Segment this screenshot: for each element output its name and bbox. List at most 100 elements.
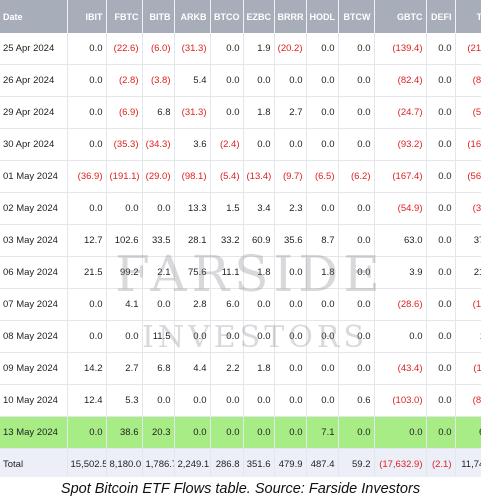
column-header-total: Total bbox=[455, 0, 481, 33]
table-row: 08 May 2024 0.0 0.0 11.5 0.0 0.0 0.0 0.0 0.0 0.0 0… bbox=[0, 320, 481, 353]
cell-arkb: (31.3) bbox=[174, 33, 211, 65]
cell-arkb: 0.0 bbox=[174, 320, 211, 353]
cell-brrr: 0.0 bbox=[274, 256, 307, 289]
cell-total: (15.7) bbox=[455, 288, 481, 321]
row-label: 13 May 2024 bbox=[0, 416, 68, 449]
column-header-fbtc: FBTC bbox=[106, 0, 143, 33]
cell-fbtc: 4.1 bbox=[106, 288, 143, 321]
cell-arkb: 75.6 bbox=[174, 256, 211, 289]
cell-ezbc: 60.9 bbox=[243, 224, 275, 257]
row-label: Total bbox=[0, 448, 68, 477]
cell-gbtc: 63.0 bbox=[374, 224, 427, 257]
cell-total: 11,748.2 bbox=[455, 448, 481, 477]
cell-bitb: 6.8 bbox=[142, 352, 175, 385]
table-row: 06 May 2024 21.5 99.2 2.1 75.6 11.1 1.8 0.0 1.8 0… bbox=[0, 256, 481, 289]
cell-total: (83.6) bbox=[455, 64, 481, 97]
cell-bitb: 6.8 bbox=[142, 96, 175, 129]
cell-bitb: 11.5 bbox=[142, 320, 175, 353]
cell-arkb: (98.1) bbox=[174, 160, 211, 193]
cell-defi: (2.1) bbox=[426, 448, 456, 477]
cell-btco: 0.0 bbox=[210, 416, 244, 449]
table-row: 10 May 2024 12.4 5.3 0.0 0.0 0.0 0.0 0.0 0.0 0.6(… bbox=[0, 384, 481, 417]
cell-btco: 0.0 bbox=[210, 64, 244, 97]
cell-gbtc: (103.0) bbox=[374, 384, 427, 417]
cell-hodl: 0.0 bbox=[306, 288, 339, 321]
cell-brrr: 0.0 bbox=[274, 384, 307, 417]
cell-btcw: (6.2) bbox=[338, 160, 375, 193]
cell-ezbc: 1.8 bbox=[243, 256, 275, 289]
cell-defi: 0.0 bbox=[426, 224, 456, 257]
cell-hodl: 8.7 bbox=[306, 224, 339, 257]
column-header-brrr: BRRR bbox=[274, 0, 307, 33]
cell-gbtc: (43.4) bbox=[374, 352, 427, 385]
cell-brrr: 2.7 bbox=[274, 96, 307, 129]
cell-gbtc: 3.9 bbox=[374, 256, 427, 289]
cell-btcw: 0.0 bbox=[338, 416, 375, 449]
cell-ibit: 12.7 bbox=[67, 224, 107, 257]
cell-bitb: (34.3) bbox=[142, 128, 175, 161]
cell-bitb: 1,786.7 bbox=[142, 448, 175, 477]
total-row: Total15,502.58,180.01,786.72,249.1286.83… bbox=[0, 448, 481, 477]
cell-btco: 1.5 bbox=[210, 192, 244, 225]
cell-brrr: 0.0 bbox=[274, 352, 307, 385]
cell-bitb: 20.3 bbox=[142, 416, 175, 449]
cell-total: (84.7) bbox=[455, 384, 481, 417]
cell-defi: 0.0 bbox=[426, 64, 456, 97]
cell-defi: 0.0 bbox=[426, 160, 456, 193]
cell-fbtc: 5.3 bbox=[106, 384, 143, 417]
cell-hodl: 0.0 bbox=[306, 96, 339, 129]
cell-ezbc: 1.8 bbox=[243, 352, 275, 385]
column-header-ibit: IBIT bbox=[67, 0, 107, 33]
cell-ibit: 0.0 bbox=[67, 416, 107, 449]
cell-arkb: 2.8 bbox=[174, 288, 211, 321]
cell-fbtc: (191.1) bbox=[106, 160, 143, 193]
row-label: 08 May 2024 bbox=[0, 320, 68, 353]
column-header-btcw: BTCW bbox=[338, 0, 375, 33]
cell-brrr: 35.6 bbox=[274, 224, 307, 257]
cell-arkb: 4.4 bbox=[174, 352, 211, 385]
table-row: 09 May 2024 14.2 2.7 6.8 4.4 2.2 1.8 0.0 0.0 0.0(… bbox=[0, 352, 481, 385]
cell-fbtc: 0.0 bbox=[106, 320, 143, 353]
cell-gbtc: 0.0 bbox=[374, 416, 427, 449]
table-row: 13 May 2024 0.0 38.6 20.3 0.0 0.0 0.0 0.0 7.1 0.0… bbox=[0, 416, 481, 449]
cell-ibit: 0.0 bbox=[67, 128, 107, 161]
table-row: 02 May 2024 0.0 0.0 0.0 13.3 1.5 3.4 2.3 0.0 0.0(… bbox=[0, 192, 481, 225]
cell-fbtc: (22.6) bbox=[106, 33, 143, 65]
cell-ezbc: 0.0 bbox=[243, 288, 275, 321]
cell-total: (217.6) bbox=[455, 33, 481, 65]
column-header-btco: BTCO bbox=[210, 0, 244, 33]
table-row: 25 Apr 2024 0.0 (22.6) (6.0) (31.3) 0.0 1.9 (20… bbox=[0, 33, 481, 65]
cell-defi: 0.0 bbox=[426, 352, 456, 385]
row-label: 25 Apr 2024 bbox=[0, 33, 68, 65]
cell-hodl: 0.0 bbox=[306, 128, 339, 161]
cell-arkb: 2,249.1 bbox=[174, 448, 211, 477]
cell-btco: 6.0 bbox=[210, 288, 244, 321]
table-row: 30 Apr 2024 0.0 (35.3) (34.3) 3.6 (2.4) 0.0 0.0… bbox=[0, 128, 481, 161]
cell-brrr: 0.0 bbox=[274, 64, 307, 97]
cell-btco: 11.1 bbox=[210, 256, 244, 289]
cell-fbtc: 102.6 bbox=[106, 224, 143, 257]
table-body: 25 Apr 2024 0.0 (22.6) (6.0) (31.3) 0.0 1.9 (20… bbox=[0, 33, 481, 477]
cell-gbtc: (54.9) bbox=[374, 192, 427, 225]
cell-defi: 0.0 bbox=[426, 288, 456, 321]
cell-btcw: 0.0 bbox=[338, 64, 375, 97]
cell-ibit: 0.0 bbox=[67, 320, 107, 353]
cell-ezbc: 351.6 bbox=[243, 448, 275, 477]
cell-ibit: 15,502.5 bbox=[67, 448, 107, 477]
cell-ibit: (36.9) bbox=[67, 160, 107, 193]
cell-brrr: (20.2) bbox=[274, 33, 307, 65]
row-label: 07 May 2024 bbox=[0, 288, 68, 321]
cell-defi: 0.0 bbox=[426, 384, 456, 417]
table-row: 01 May 2024 (36.9) (191.1) (29.0) (98.1) (5.4… bbox=[0, 160, 481, 193]
cell-btcw: 0.0 bbox=[338, 192, 375, 225]
cell-arkb: 28.1 bbox=[174, 224, 211, 257]
cell-ezbc: 0.0 bbox=[243, 128, 275, 161]
cell-arkb: 3.6 bbox=[174, 128, 211, 161]
cell-hodl: (6.5) bbox=[306, 160, 339, 193]
cell-gbtc: (17,632.9) bbox=[374, 448, 427, 477]
row-label: 30 Apr 2024 bbox=[0, 128, 68, 161]
cell-fbtc: 8,180.0 bbox=[106, 448, 143, 477]
cell-arkb: (31.3) bbox=[174, 96, 211, 129]
cell-total: 66.0 bbox=[455, 416, 481, 449]
cell-btco: (2.4) bbox=[210, 128, 244, 161]
